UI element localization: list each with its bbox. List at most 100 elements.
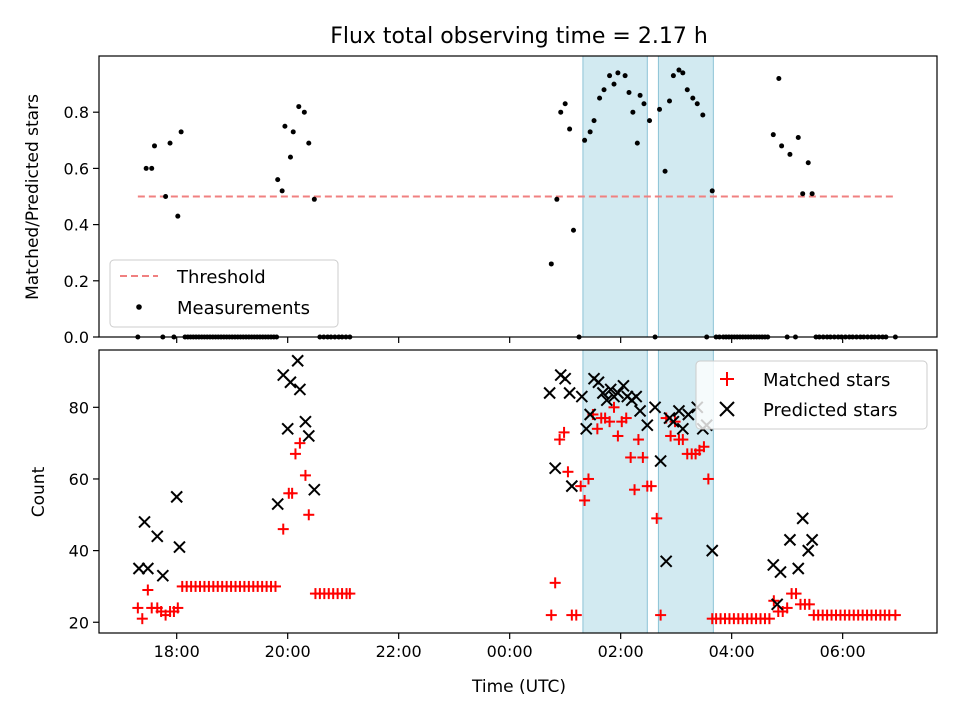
measurement-point bbox=[570, 227, 576, 233]
predicted-star-point bbox=[783, 533, 797, 547]
matched-star-point bbox=[889, 609, 901, 621]
predicted-star-point bbox=[802, 544, 815, 557]
top-legend-box bbox=[109, 259, 339, 328]
matched-star-point bbox=[582, 473, 594, 485]
predicted-star-point bbox=[138, 515, 151, 529]
matched-star-point bbox=[620, 412, 632, 424]
bottom-legend-box bbox=[695, 360, 928, 430]
y-tick-label: 0.4 bbox=[64, 216, 89, 235]
measurement-point bbox=[175, 213, 181, 219]
measurement-point bbox=[167, 140, 173, 146]
matched-star-point bbox=[172, 602, 184, 614]
predicted-star-point bbox=[284, 376, 297, 389]
measurement-point bbox=[591, 118, 597, 124]
x-tick-label: 20:00 bbox=[265, 642, 311, 661]
matched-star-point bbox=[344, 588, 356, 600]
measurement-point bbox=[143, 165, 149, 171]
legend-threshold-label: Threshold bbox=[176, 267, 266, 288]
predicted-star-point bbox=[173, 540, 186, 554]
predicted-star-point bbox=[648, 401, 662, 414]
matched-star-point bbox=[545, 609, 557, 621]
predicted-star-point bbox=[302, 429, 315, 443]
measurement-point bbox=[562, 101, 568, 107]
predicted-star-point bbox=[575, 390, 589, 403]
top-legend: Threshold Measurements bbox=[109, 259, 339, 328]
predicted-star-point bbox=[156, 569, 170, 582]
predicted-star-point bbox=[563, 386, 576, 400]
predicted-star-point bbox=[170, 490, 183, 504]
y-tick-label: 0.0 bbox=[64, 328, 89, 347]
predicted-star-point bbox=[654, 454, 667, 468]
matched-star-point bbox=[645, 480, 657, 492]
matched-star-point bbox=[579, 494, 591, 506]
measurement-point bbox=[647, 118, 653, 124]
measurement-point bbox=[151, 143, 157, 149]
predicted-star-point bbox=[600, 393, 614, 407]
predicted-star-point bbox=[558, 372, 572, 385]
y-tick-label: 80 bbox=[69, 398, 89, 417]
measurement-point bbox=[787, 151, 793, 157]
measurement-point bbox=[662, 168, 668, 174]
matched-star-point bbox=[294, 437, 306, 449]
measurement-point bbox=[622, 73, 628, 79]
measurement-point bbox=[178, 129, 184, 135]
measurement-point bbox=[667, 98, 673, 104]
y-tick-label: 40 bbox=[69, 542, 89, 561]
predicted-star-point bbox=[141, 562, 155, 575]
bottom-panel: 20 40 60 80 18:00 20:00 22:00 00:00 02:00 04:00 0… bbox=[29, 349, 938, 697]
predicted-star-point bbox=[548, 462, 562, 475]
measurement-point bbox=[275, 177, 281, 183]
measurement-point bbox=[800, 191, 806, 197]
matched-star-point bbox=[286, 487, 298, 499]
matched-star-point bbox=[554, 434, 566, 446]
predicted-star-point bbox=[596, 386, 610, 400]
predicted-star-point bbox=[580, 422, 593, 436]
measurement-point bbox=[287, 154, 293, 160]
x-tick-label: 04:00 bbox=[709, 642, 755, 661]
predicted-star-point bbox=[630, 390, 643, 403]
matched-star-point bbox=[702, 473, 714, 485]
measurement-point bbox=[630, 109, 636, 115]
measurement-point bbox=[554, 196, 560, 202]
x-tick-label: 00:00 bbox=[487, 642, 533, 661]
matched-star-point bbox=[763, 613, 775, 625]
predicted-star-point bbox=[672, 404, 686, 418]
top-y-axis-label: Matched/Predicted stars bbox=[23, 94, 43, 300]
measurement-point bbox=[690, 95, 696, 101]
matched-star-point bbox=[608, 401, 620, 413]
predicted-star-point bbox=[774, 565, 787, 579]
legend-matched-label: Matched stars bbox=[763, 370, 890, 391]
bottom-axes-frame bbox=[98, 349, 938, 634]
predicted-star-point bbox=[633, 404, 647, 418]
measurement-point bbox=[582, 137, 588, 143]
measurement-point bbox=[611, 81, 617, 87]
predicted-star-point bbox=[583, 408, 597, 421]
matched-star-point bbox=[677, 434, 689, 446]
predicted-star-point bbox=[792, 562, 805, 575]
measurement-point bbox=[634, 140, 640, 146]
predicted-star-point bbox=[271, 497, 284, 511]
predicted-star-point bbox=[682, 408, 695, 421]
measurement-point bbox=[626, 90, 632, 96]
predicted-star-point bbox=[805, 533, 819, 547]
predicted-star-point bbox=[151, 530, 164, 543]
predicted-star-point bbox=[706, 544, 719, 557]
bottom-legend: Matched stars Predicted stars bbox=[695, 360, 928, 430]
matched-star-point bbox=[575, 480, 587, 492]
legend-matched-swatch bbox=[720, 372, 734, 386]
measurement-point bbox=[694, 101, 700, 107]
measurement-point bbox=[163, 194, 169, 199]
x-tick-label: 22:00 bbox=[376, 642, 422, 661]
bottom-predicted-points bbox=[132, 354, 819, 611]
top-panel: 0.00.20.40.60.8 Matched/Predicted stars … bbox=[23, 55, 938, 347]
measurement-point bbox=[776, 75, 782, 81]
predicted-star-point bbox=[770, 598, 784, 611]
measurement-point bbox=[290, 129, 296, 135]
matched-star-point bbox=[669, 416, 681, 428]
predicted-star-point bbox=[308, 483, 321, 496]
matched-star-point bbox=[625, 451, 637, 463]
predicted-star-point bbox=[281, 422, 294, 436]
measurement-point bbox=[607, 73, 613, 79]
predicted-star-point bbox=[659, 555, 673, 568]
predicted-star-point bbox=[604, 383, 617, 396]
